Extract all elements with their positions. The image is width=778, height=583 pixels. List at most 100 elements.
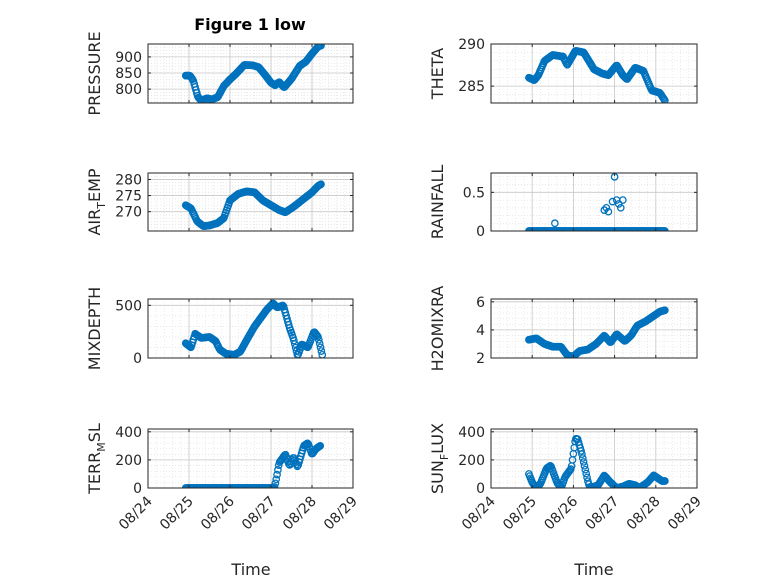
y-tick-label: 900 [115,50,142,66]
tick-marks [147,429,354,489]
y-tick-label: 0 [476,481,485,497]
major-grid [490,173,698,232]
x-tick-label: 08/27 [239,494,279,534]
data-point [272,475,281,484]
y-tick-label: 0 [476,224,485,240]
x-tick-label: 08/28 [280,494,320,534]
data-point [551,219,559,228]
y-tick-label: 6 [476,295,485,311]
subplot-2: 285 290 THETA [428,37,698,104]
data-point [583,473,591,482]
axes-box [490,428,698,489]
data-point [577,447,585,455]
subplot-4: 0 0.5 RAINFALL [428,165,698,240]
data-series [181,180,325,230]
tick-marks [490,299,698,359]
data-series [525,173,669,231]
subplot-6: 2 4 6 H2OMIXRA [428,286,698,371]
y-tick-label: 200 [115,453,142,469]
tick-marks [490,173,698,232]
x-tick-label: 08/28 [624,494,664,534]
data-point [661,227,669,231]
x-tick-label: 08/25 [500,494,540,534]
data-series [181,299,327,358]
tick-marks [490,429,698,489]
y-tick-label: 0 [133,351,142,367]
y-tick-label: 800 [115,82,142,98]
y-tick-label: 280 [115,172,142,188]
data-point [566,466,574,475]
x-tick-label: 08/29 [665,494,705,534]
y-tick-label: 285 [458,79,485,95]
data-point [313,44,322,52]
data-point [606,227,615,231]
data-point [602,203,611,212]
x-tick-label: 08/25 [157,494,197,534]
tick-marks [147,173,354,231]
y-axis-label: SUNFLUX [428,423,451,494]
y-tick-label: 850 [115,66,142,82]
data-point [614,200,623,208]
data-point [317,180,325,189]
y-tick-label: 400 [115,425,142,441]
data-point [317,44,325,50]
subplot-7: 0 200 400 TERRMSL 08/24 08/25 08/26 08/27 08/28 0… [85,423,361,533]
x-tick-label: 08/27 [583,494,623,534]
axes-box [490,298,698,359]
y-axis-label: AIRTEMP [85,168,108,235]
y-tick-label: 200 [458,453,485,469]
x-axis-label-left: Time [230,560,270,579]
data-series [525,434,669,488]
axes-box [490,172,698,232]
x-tick-label: 08/24 [459,493,499,533]
y-axis-label: TERRMSL [85,423,108,495]
y-tick-label: 500 [115,298,142,314]
data-point [580,461,589,470]
subplot-5: 0 500 MIXDEPTH [85,287,354,370]
x-tick-label: 08/26 [198,493,238,533]
minor-grid [147,43,354,103]
y-tick-label: 4 [476,323,485,339]
data-point [661,477,669,485]
major-grid [147,429,354,489]
axes-box [147,43,354,104]
y-tick-label: 2 [476,351,485,367]
tick-marks [490,43,698,103]
tick-marks [147,44,354,103]
data-point [317,347,326,355]
data-point [314,332,322,341]
y-axis-label: THETA [428,48,447,100]
subplot-8: 0 200 400 SUNFLUX 08/24 08/25 08/26 08/27 08/28 0… [428,423,705,533]
data-point [271,479,280,488]
data-point [582,469,591,478]
figure-title: Figure 1 low [194,15,306,34]
data-point [278,301,287,310]
x-tick-label: 08/29 [321,494,361,534]
data-point [661,96,669,103]
y-tick-label: 400 [458,425,485,441]
axes-box [147,172,354,232]
y-tick-label: 0 [133,481,142,497]
x-tick-label: 08/24 [116,493,156,533]
major-grid [147,44,354,103]
data-point [273,470,281,479]
data-point [578,454,587,462]
data-point [316,442,325,450]
data-series [181,44,325,103]
axes-box [147,298,354,359]
data-series [181,439,325,488]
x-axis-label-right: Time [573,560,613,579]
data-point [314,335,323,344]
data-point [604,207,613,216]
data-point [618,196,627,204]
y-tick-label: 270 [115,205,142,221]
y-axis-label: PRESSURE [85,31,104,115]
data-series [525,46,669,103]
x-tick-label: 08/26 [541,493,581,533]
minor-grid [147,429,354,489]
data-point [318,350,327,358]
data-point [579,458,588,466]
minor-grid [490,173,698,231]
